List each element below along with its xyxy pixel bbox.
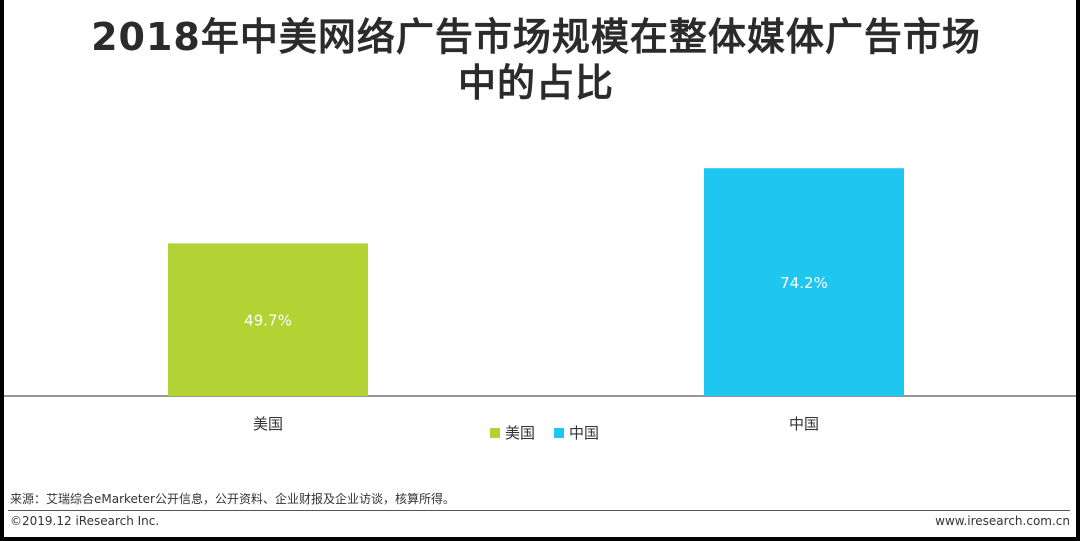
- x-tick-label-2: 中国: [789, 415, 819, 433]
- chart-title-line-2: 中的占比: [457, 61, 614, 105]
- data-label-1: 49.7%: [244, 312, 292, 330]
- legend-swatch-2: [554, 428, 564, 438]
- x-tick-label-1: 美国: [253, 415, 283, 433]
- bar-2: [704, 168, 904, 396]
- copyright-text: ©2019.12 iResearch Inc.: [10, 514, 160, 528]
- data-label-2: 74.2%: [780, 274, 828, 292]
- footer-divider: [8, 510, 1070, 511]
- source-note: 来源：艾瑞综合eMarketer公开信息，公开资料、企业财报及企业访谈，核算所得…: [10, 492, 455, 506]
- website-text: www.iresearch.com.cn: [935, 514, 1070, 528]
- legend-label-2: 中国: [569, 424, 599, 442]
- chart-panel: 2018年中美网络广告市场规模在整体媒体广告市场 中的占比 49.7% 美国 74.…: [4, 0, 1076, 537]
- legend-label-1: 美国: [505, 424, 535, 442]
- chart-title-line-1: 2018年中美网络广告市场规模在整体媒体广告市场: [91, 15, 981, 59]
- bar-1: [168, 243, 368, 396]
- chart-title: 2018年中美网络广告市场规模在整体媒体广告市场 中的占比: [4, 14, 1068, 106]
- legend-swatch-1: [490, 428, 500, 438]
